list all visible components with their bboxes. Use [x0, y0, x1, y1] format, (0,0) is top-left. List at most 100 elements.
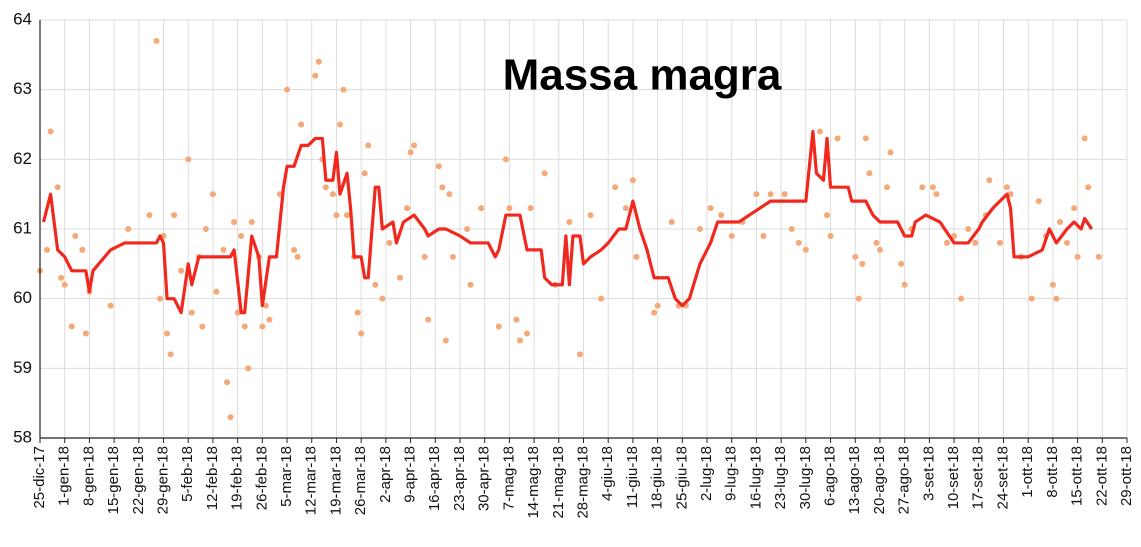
data-point [322, 184, 329, 191]
data-point [834, 135, 841, 142]
data-point [1056, 219, 1063, 226]
x-tick-label: 13-ago-18 [846, 446, 863, 514]
x-tick-label: 25-giu-18 [673, 446, 690, 509]
data-point [760, 232, 767, 239]
x-tick-label: 2-apr-18 [377, 446, 394, 503]
data-point [61, 281, 68, 288]
data-point [898, 260, 905, 267]
data-point [1028, 295, 1035, 302]
data-point [421, 253, 428, 260]
data-point [344, 212, 351, 219]
data-point [411, 142, 418, 149]
x-tick-label: 24-set-18 [994, 446, 1011, 509]
data-point [996, 239, 1003, 246]
data-point [238, 232, 245, 239]
x-tick-label: 12-feb-18 [204, 446, 221, 510]
data-point [167, 351, 174, 358]
data-point [933, 191, 940, 198]
x-tick-label: 5-feb-18 [179, 446, 196, 502]
x-tick-label: 19-feb-18 [229, 446, 246, 510]
data-point [728, 232, 735, 239]
data-point [612, 184, 619, 191]
data-point [464, 226, 471, 232]
data-point [188, 309, 195, 316]
chart-title: Massa magra [503, 51, 782, 100]
x-tick-label: 14-mag-18 [525, 446, 542, 519]
data-point [312, 72, 319, 79]
data-point [622, 205, 629, 212]
data-point [333, 212, 340, 219]
data-point [629, 177, 636, 184]
data-point [1071, 205, 1078, 212]
data-point [404, 205, 411, 212]
x-tick-label: 30-apr-18 [476, 446, 493, 511]
data-point [266, 316, 273, 323]
data-point [329, 191, 336, 198]
x-tick-label: 1-gen-18 [56, 446, 73, 506]
x-tick-label: 23-apr-18 [451, 446, 468, 511]
data-point [1064, 239, 1071, 246]
data-point [213, 288, 220, 295]
data-point [234, 309, 241, 316]
x-tick-label: 28-mag-18 [574, 446, 591, 519]
data-point [146, 212, 153, 219]
data-point [425, 316, 432, 323]
data-point [231, 219, 238, 226]
data-point [972, 239, 979, 246]
data-point [227, 414, 234, 421]
data-point [241, 323, 248, 330]
data-point [1004, 184, 1011, 191]
data-point [58, 274, 65, 281]
x-tick-label: 30-lug-18 [797, 446, 814, 509]
data-point [156, 295, 163, 302]
data-point [354, 309, 361, 316]
data-point [153, 37, 160, 44]
x-tick-label: 8-gen-18 [80, 446, 97, 506]
data-point [788, 226, 795, 232]
data-point [816, 128, 823, 135]
data-point [598, 295, 605, 302]
data-point [396, 274, 403, 281]
data-point [54, 184, 61, 191]
y-tick-label: 64 [13, 9, 32, 28]
data-point [866, 170, 873, 177]
data-point [125, 226, 132, 232]
data-point [965, 226, 972, 232]
data-point [855, 295, 862, 302]
data-point [951, 232, 958, 239]
data-point [68, 323, 75, 330]
data-point [439, 184, 446, 191]
data-point [718, 212, 725, 219]
data-point [506, 205, 513, 212]
x-tick-label: 9-apr-18 [402, 446, 419, 503]
data-point [919, 184, 926, 191]
x-tick-label: 5-mar-18 [278, 446, 295, 507]
data-point [1081, 135, 1088, 142]
data-point [668, 219, 675, 226]
x-tick-label: 17-set-18 [970, 446, 987, 509]
data-point [315, 58, 322, 65]
data-point [1085, 184, 1092, 191]
data-point [209, 191, 216, 198]
data-point [1035, 198, 1042, 205]
data-point [859, 260, 866, 267]
data-point [1049, 281, 1056, 288]
y-tick-label: 61 [13, 218, 32, 237]
data-point [47, 128, 54, 135]
x-tick-label: 9-lug-18 [723, 446, 740, 501]
data-point [365, 142, 372, 149]
y-tick-label: 62 [13, 149, 32, 168]
data-point [986, 177, 993, 184]
x-tick-label: 10-set-18 [945, 446, 962, 509]
data-point [576, 351, 583, 358]
x-tick-label: 2-lug-18 [698, 446, 715, 501]
data-point [164, 330, 171, 337]
data-point [1074, 253, 1081, 260]
x-tick-label: 23-lug-18 [772, 446, 789, 509]
data-point [802, 246, 809, 253]
data-point [407, 149, 414, 156]
data-point [442, 337, 449, 344]
data-point [245, 365, 252, 372]
